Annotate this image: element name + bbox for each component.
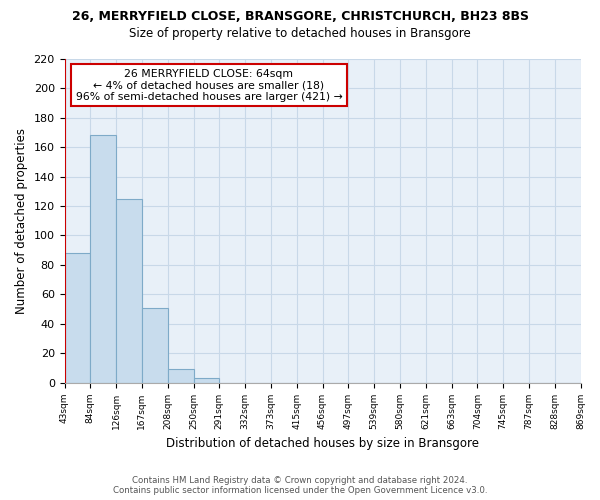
Y-axis label: Number of detached properties: Number of detached properties <box>15 128 28 314</box>
Bar <box>168 370 194 382</box>
Text: Size of property relative to detached houses in Bransgore: Size of property relative to detached ho… <box>129 28 471 40</box>
Text: Contains HM Land Registry data © Crown copyright and database right 2024.
Contai: Contains HM Land Registry data © Crown c… <box>113 476 487 495</box>
Text: 26, MERRYFIELD CLOSE, BRANSGORE, CHRISTCHURCH, BH23 8BS: 26, MERRYFIELD CLOSE, BRANSGORE, CHRISTC… <box>71 10 529 23</box>
Bar <box>65 253 91 382</box>
Text: 26 MERRYFIELD CLOSE: 64sqm
← 4% of detached houses are smaller (18)
96% of semi-: 26 MERRYFIELD CLOSE: 64sqm ← 4% of detac… <box>76 68 343 102</box>
Bar <box>91 136 116 382</box>
X-axis label: Distribution of detached houses by size in Bransgore: Distribution of detached houses by size … <box>166 437 479 450</box>
Bar <box>142 308 168 382</box>
Bar <box>116 198 142 382</box>
Bar <box>194 378 220 382</box>
